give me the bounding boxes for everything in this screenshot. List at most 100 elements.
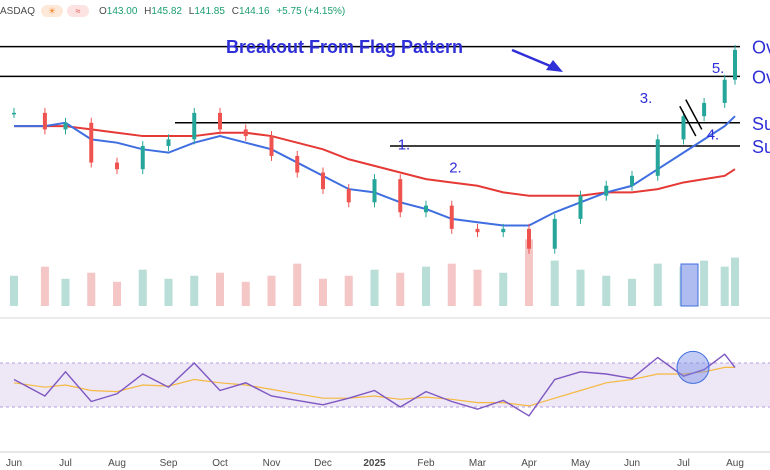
annotation-label: 2. [449,160,462,177]
x-tick-label: 2025 [363,458,386,469]
candle-body [115,162,119,170]
candle-body [722,79,727,103]
close-value: 144.16 [238,5,270,17]
candle-body [475,228,480,233]
volume-bar [422,266,430,306]
candle-body [527,228,531,249]
volume-bar [190,275,199,306]
level-label: Su [752,137,770,157]
x-tick-label: Mar [469,458,487,469]
volume-bar [267,275,276,306]
rsi-line [13,353,736,417]
level-label: Ov [752,38,770,58]
annotation-label: 3. [640,90,653,107]
volume-bar [499,272,508,306]
volume-bar [447,263,456,306]
volume-bar [344,275,353,306]
change-value: +5.75 (+4.15%) [276,5,346,17]
annotation-label: 4. [707,126,720,143]
volume-bar [396,272,405,306]
volume-bar [293,263,302,306]
volume-bar [10,275,18,306]
level-label: Ov [752,67,770,87]
annotation-label: 1. [398,136,411,153]
ma-short-line [14,115,736,227]
volume-bar [700,260,709,306]
candle-body [702,102,707,117]
price-pane: Ov Ov Su Su [0,38,770,319]
candle-body [166,139,171,146]
candle-body [63,122,68,130]
volume-bar [164,278,173,306]
candle-body [630,175,634,186]
x-tick-label: Feb [417,458,435,469]
volume-bar [473,269,482,306]
volume-bar [720,266,729,306]
chart-header: ASDAQ ☀ ≈ O143.00 H145.82 L141.85 C144.1… [0,2,345,20]
open-key: O [99,5,107,17]
candle-body [449,205,454,229]
rsi-signal-line [13,366,735,407]
volume-bar [319,278,327,306]
annotation-label: 5. [712,60,725,77]
x-tick-label: Dec [314,458,332,469]
candle-body [12,112,16,115]
rsi-band [0,363,770,407]
x-tick-label: Apr [521,458,537,469]
candle-body [424,205,428,213]
rsi-highlight [676,350,710,384]
volume-bar [113,281,121,306]
flag-line [679,105,697,137]
annotations: 1. 2. 3. 4. 5. Breakout From Flag Pattern [226,37,724,177]
volume-bar [241,281,250,306]
candle-body [552,218,557,249]
annotation-arrow [511,48,556,70]
volume-bar [525,239,533,306]
volume-bar [550,260,559,306]
ticker-symbol[interactable]: ASDAQ [0,5,36,17]
x-tick-label: Jun [6,458,22,469]
ma-long-line [14,125,736,197]
candle-body [42,112,47,130]
annotation-arrowhead [546,60,563,72]
candle-body [140,146,145,170]
x-tick-label: Jul [59,458,72,469]
candle-body [501,228,506,233]
candle-body [243,129,248,137]
volume-bar [576,269,585,306]
high-key: H [144,5,152,17]
candle-body [578,195,583,219]
x-tick-label: Jul [677,458,690,469]
time-axis: Jun Jul Aug Sep Oct Nov Dec 2025 Feb Mar Apr May Jun… [0,451,770,469]
wave-icon[interactable]: ≈ [67,5,90,17]
volume-bar [370,269,379,306]
sun-icon[interactable]: ☀ [41,5,64,17]
candle-body [655,139,660,176]
open-value: 143.00 [106,5,138,17]
candle-body [295,155,300,173]
x-tick-label: Aug [108,458,126,469]
annotation-title: Breakout From Flag Pattern [226,37,463,57]
candle-body [218,112,222,130]
x-tick-label: Nov [263,458,281,469]
candle-body [89,122,94,163]
x-tick-label: Jun [624,458,640,469]
volume-bar [61,278,70,306]
candle-body [398,179,403,213]
level-label: Su [752,114,770,134]
candle-body [372,179,377,203]
candle-body [321,172,325,190]
volume-bar [628,278,636,306]
x-tick-label: Aug [726,458,744,469]
high-value: 145.82 [151,5,182,17]
volume-bar [653,263,662,306]
x-tick-label: Sep [160,458,178,469]
rsi-pane [0,350,770,417]
ohlc-readout: O143.00 H145.82 L141.85 C144.16 +5.75 (+… [99,6,345,17]
volume-bar [731,257,739,306]
flag-line [685,99,703,130]
candle-body [733,49,737,80]
x-tick-label: Oct [212,458,228,469]
candle-body [604,185,609,196]
